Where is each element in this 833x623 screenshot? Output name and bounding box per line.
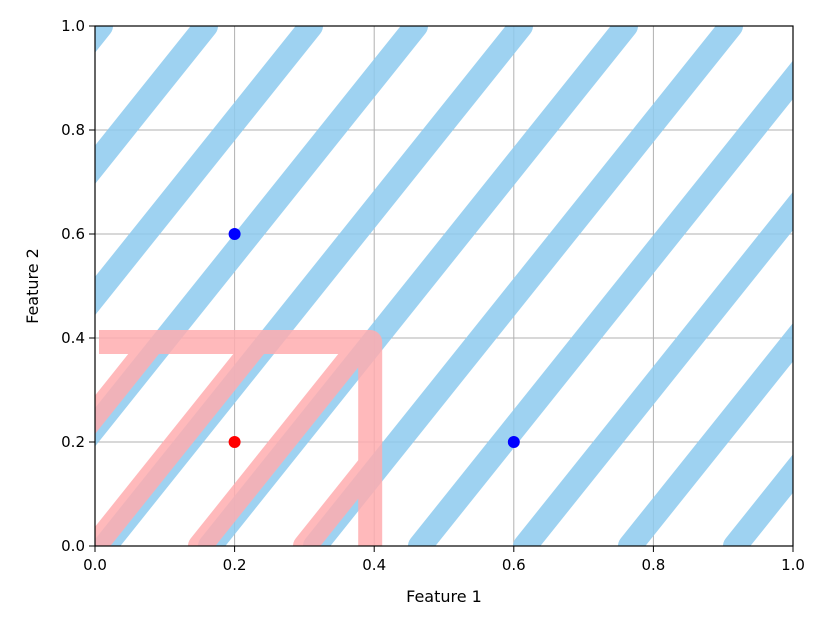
y-tick-label-5: 1.0 (61, 17, 85, 35)
y-tick-label-4: 0.8 (61, 121, 85, 139)
hatch-line-blue (95, 26, 218, 184)
hatch-line-blue (618, 323, 793, 546)
region-blue (95, 26, 793, 546)
data-points (228, 228, 520, 448)
hatch-line-red (95, 338, 274, 546)
y-tick-label-2: 0.4 (61, 329, 85, 347)
hatch-line-blue (303, 26, 743, 546)
hatch-line-red (95, 338, 169, 434)
point-blue-0 (228, 228, 241, 240)
region-boundary-red (99, 330, 383, 546)
plot-frame (94, 25, 794, 547)
y-axis-label: Feature 2 (23, 248, 42, 324)
x-ticks: 0.0 0.2 0.4 0.6 0.8 1.0 (83, 546, 805, 574)
x-tick-label-3: 0.6 (502, 556, 526, 574)
x-tick-label-5: 1.0 (781, 556, 805, 574)
point-blue-1 (507, 436, 520, 448)
hatch-line-blue (513, 191, 793, 546)
x-tick-label-1: 0.2 (223, 556, 247, 574)
y-tick-label-0: 0.0 (61, 537, 85, 555)
y-tick-label-1: 0.2 (61, 433, 85, 451)
hatch-line-red (293, 440, 375, 546)
point-red-2 (228, 436, 241, 448)
hatch-red (95, 338, 375, 546)
x-tick-label-0: 0.0 (83, 556, 107, 574)
hatch-line-blue (95, 26, 323, 316)
hatch-line-blue (95, 26, 428, 447)
hatch-line-blue (408, 60, 793, 546)
hatch-line-red (188, 338, 375, 546)
hatch-blue (95, 26, 793, 546)
y-tick-label-3: 0.6 (61, 225, 85, 243)
hatch-line-blue (95, 26, 113, 53)
y-ticks: 0.0 0.2 0.4 0.6 0.8 1.0 (61, 17, 95, 555)
x-tick-label-4: 0.8 (641, 556, 665, 574)
x-axis-label: Feature 1 (406, 587, 482, 606)
region-red (95, 330, 383, 546)
decision-regions (95, 26, 793, 546)
x-tick-label-2: 0.4 (362, 556, 386, 574)
